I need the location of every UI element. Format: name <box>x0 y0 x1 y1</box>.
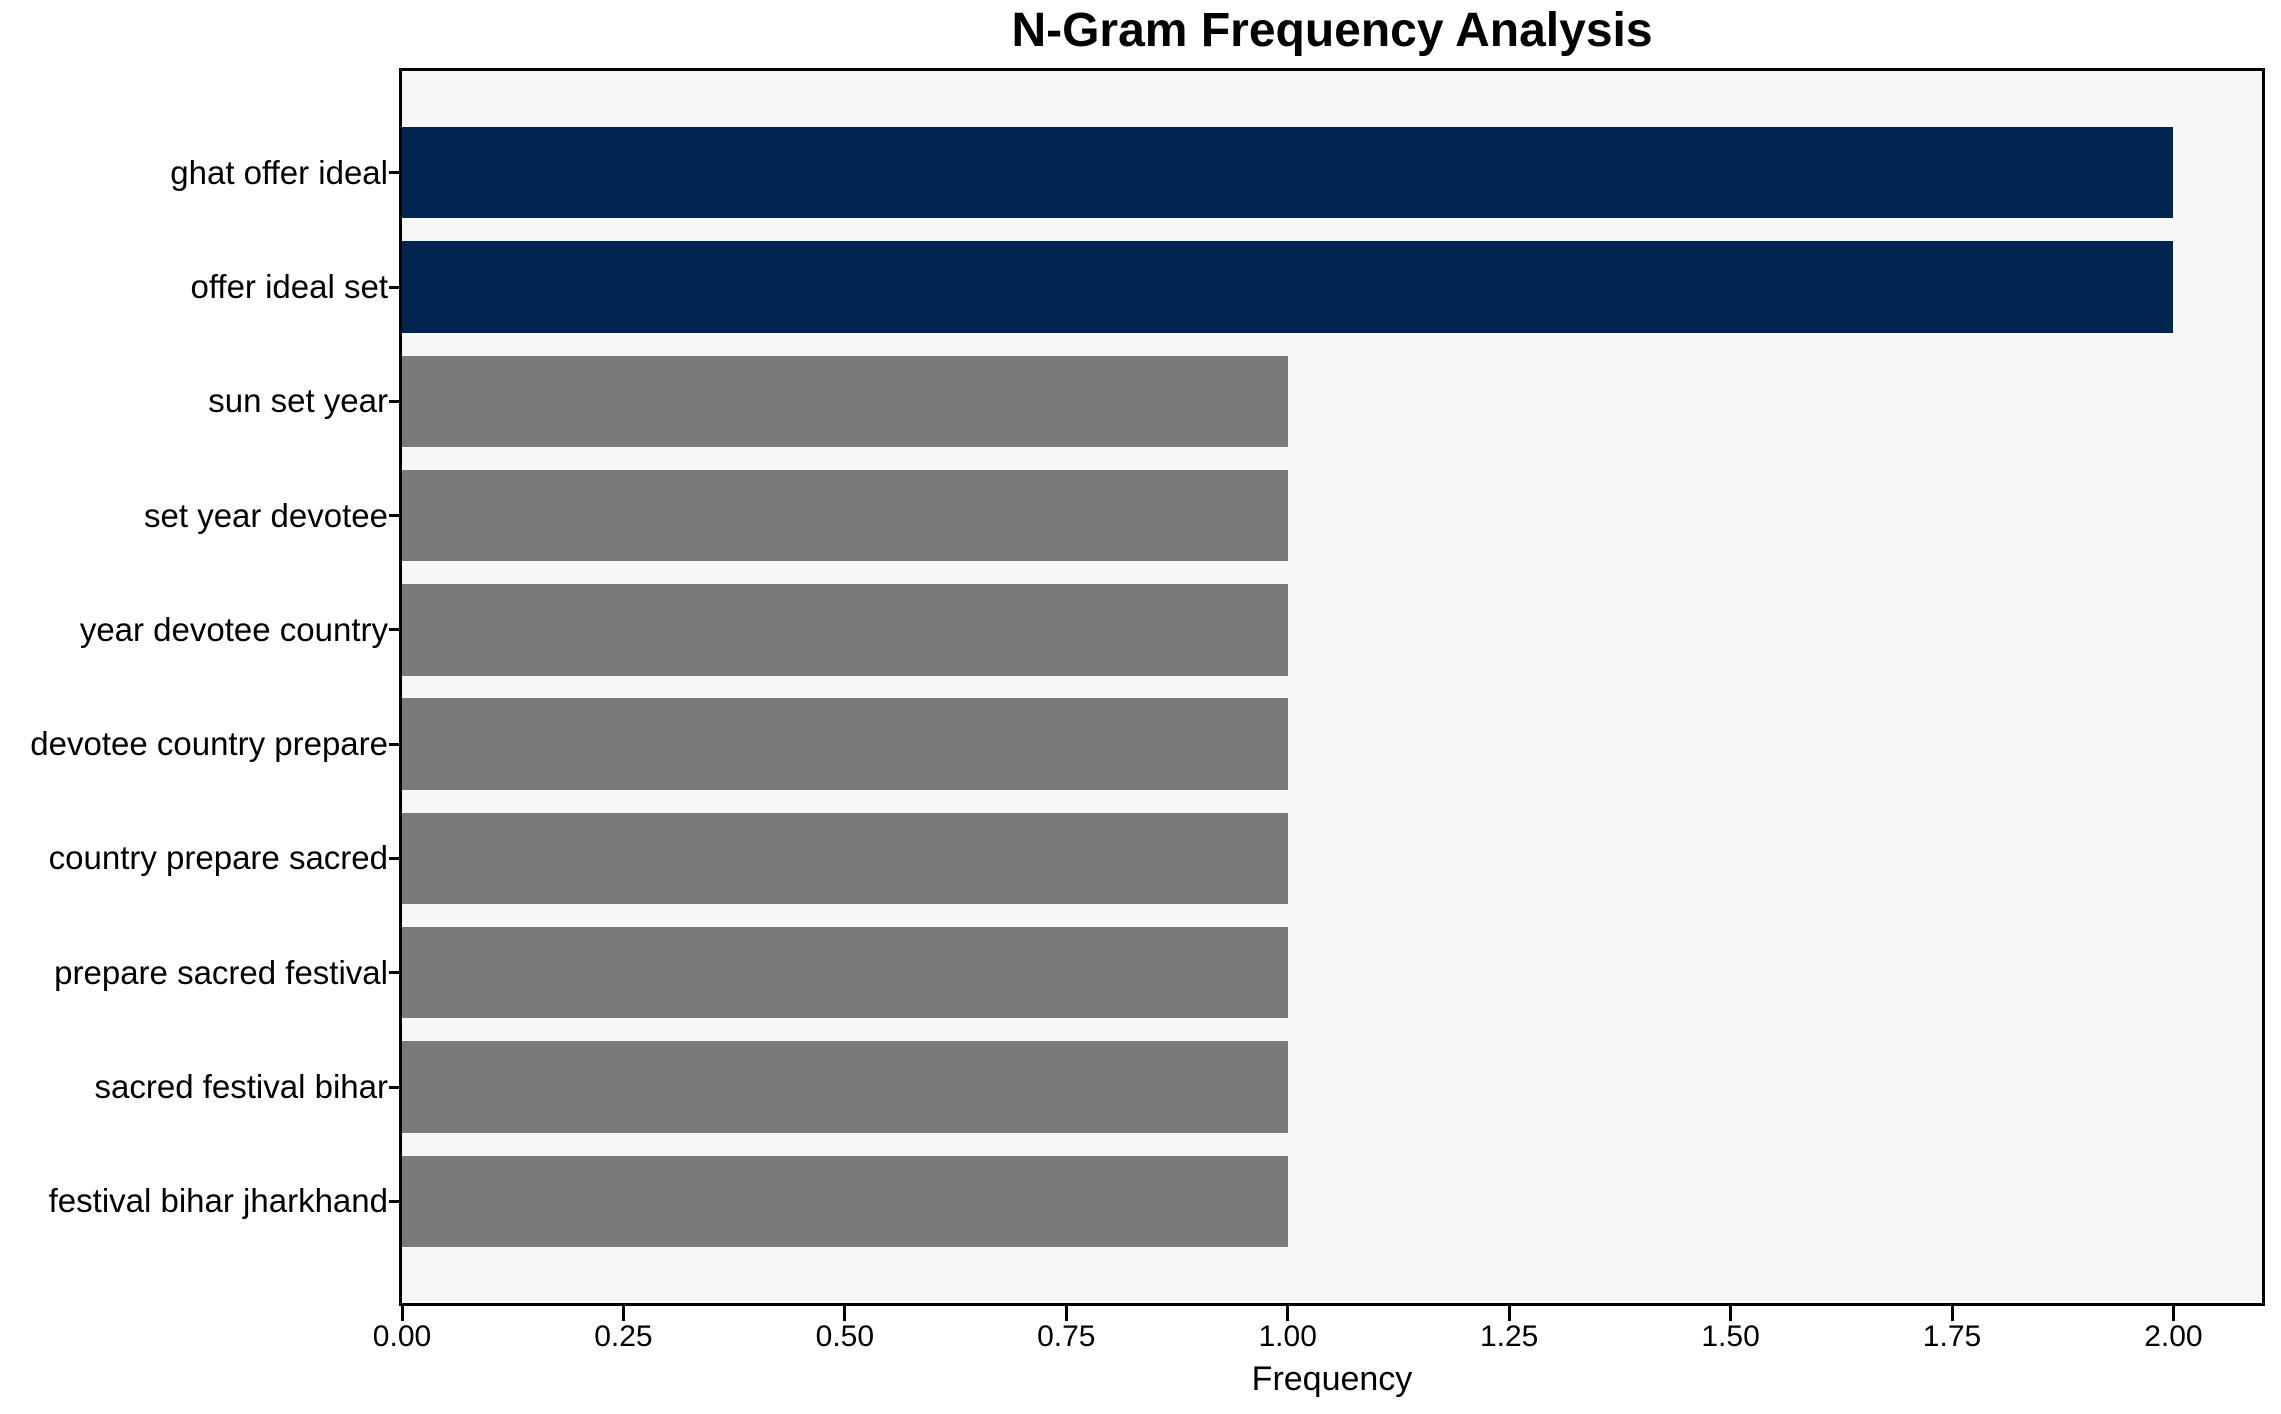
bar <box>402 812 1288 905</box>
bar <box>402 927 1288 1019</box>
x-tick-mark <box>2171 1306 2175 1321</box>
bar <box>402 241 2174 333</box>
y-tick-label: festival bihar jharkhand <box>48 1182 388 1220</box>
y-tick-label: year devotee country <box>79 610 388 648</box>
x-tick-label: 1.50 <box>1701 1320 1760 1353</box>
x-tick-mark <box>1286 1306 1290 1321</box>
x-tick-label: 2.00 <box>2144 1320 2203 1353</box>
y-tick-mark <box>389 628 402 632</box>
y-tick-label: devotee country prepare <box>30 725 388 763</box>
y-tick-mark <box>389 171 402 175</box>
y-tick-label: country prepare sacred <box>48 839 388 877</box>
x-tick-label: 0.00 <box>372 1320 432 1353</box>
y-tick-label: ghat offer ideal <box>170 153 388 191</box>
y-tick-mark <box>389 742 402 746</box>
x-tick-mark <box>1729 1306 1733 1321</box>
bar <box>402 469 1288 562</box>
x-axis-label: Frequency <box>1251 1360 1413 1398</box>
x-tick-label: 1.75 <box>1922 1320 1982 1353</box>
y-tick-mark <box>389 285 402 289</box>
x-tick-mark <box>1950 1306 1954 1321</box>
y-tick-mark <box>389 1199 402 1203</box>
y-tick-label: sacred festival bihar <box>94 1068 388 1105</box>
y-tick-mark <box>389 856 402 860</box>
chart-title: N-Gram Frequency Analysis <box>1011 4 1653 57</box>
y-tick-label: offer ideal set <box>190 268 388 305</box>
y-tick-label: sun set year <box>208 382 388 420</box>
bar <box>402 1155 1288 1247</box>
bar <box>402 698 1288 790</box>
bar <box>402 355 1288 447</box>
x-tick-label: 1.25 <box>1479 1320 1539 1353</box>
y-tick-mark <box>389 514 402 518</box>
x-tick-mark <box>1507 1306 1511 1321</box>
y-tick-label: set year devotee <box>144 496 388 534</box>
bar <box>402 584 1288 676</box>
bar <box>402 127 2174 219</box>
x-tick-mark <box>400 1306 404 1321</box>
x-tick-mark <box>843 1306 847 1321</box>
y-tick-mark <box>389 399 402 403</box>
x-tick-label: 0.25 <box>594 1320 653 1353</box>
bar <box>402 1041 1288 1133</box>
x-tick-mark <box>1064 1306 1068 1321</box>
x-tick-label: 0.75 <box>1037 1320 1096 1353</box>
y-tick-mark <box>389 971 402 975</box>
y-tick-mark <box>389 1085 402 1089</box>
x-tick-mark <box>621 1306 625 1321</box>
x-tick-label: 0.50 <box>815 1320 875 1353</box>
x-tick-label: 1.00 <box>1258 1320 1317 1353</box>
y-tick-label: prepare sacred festival <box>54 953 388 991</box>
